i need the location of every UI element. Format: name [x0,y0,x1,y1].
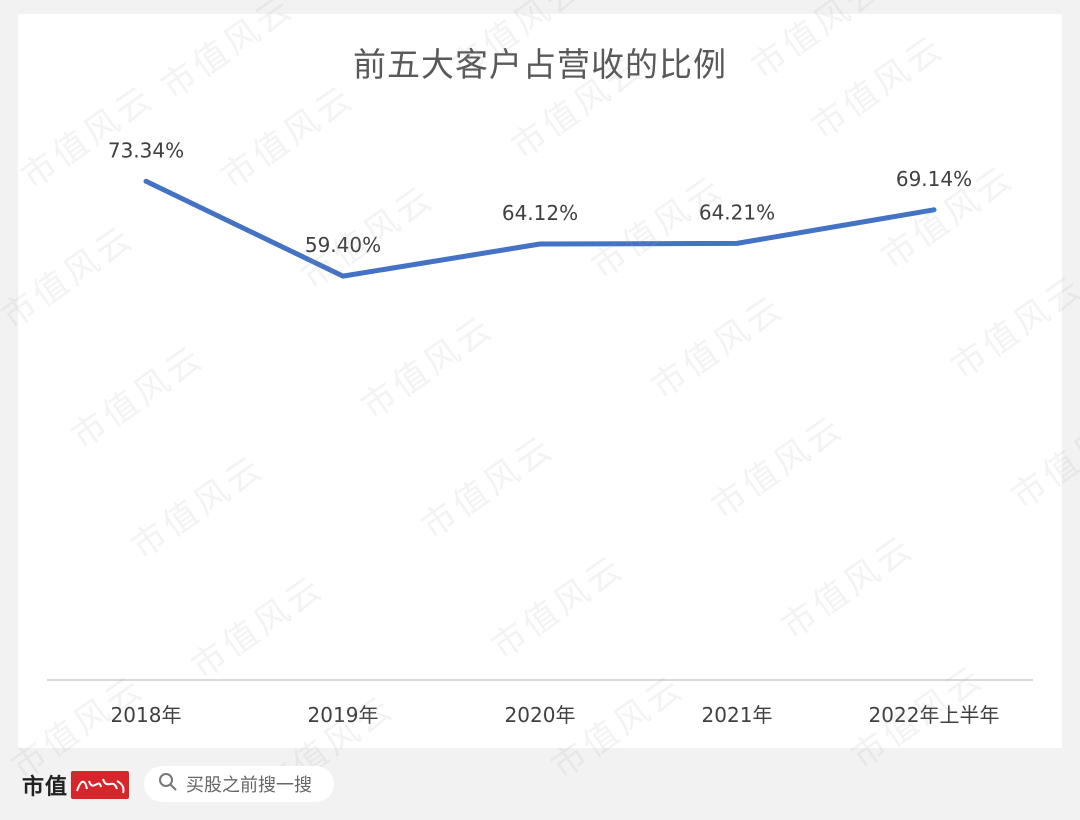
x-tick-label: 2021年 [702,703,773,727]
data-label: 59.40% [305,233,381,257]
data-label: 64.12% [502,201,578,225]
series-line [143,178,937,279]
brand-script-icon [71,771,130,799]
x-tick-label: 2020年 [505,703,576,727]
data-label: 69.14% [896,167,972,191]
footer-bar: 市值 买股之前搜一搜 [0,748,1080,820]
brand-name: 市值 [22,775,69,800]
chart-card [18,14,1062,748]
data-label: 64.21% [699,200,775,224]
search-placeholder: 买股之前搜一搜 [186,775,312,796]
x-tick-label: 2022年上半年 [869,703,1000,727]
chart-title: 前五大客户占营收的比例 [353,45,727,84]
x-tick-label: 2019年 [308,703,379,727]
search-box[interactable]: 买股之前搜一搜 [144,766,334,802]
search-icon [158,772,178,796]
brand-logo[interactable]: 市值 [22,768,130,802]
data-label: 73.34% [108,138,184,162]
x-tick-label: 2018年 [111,703,182,727]
